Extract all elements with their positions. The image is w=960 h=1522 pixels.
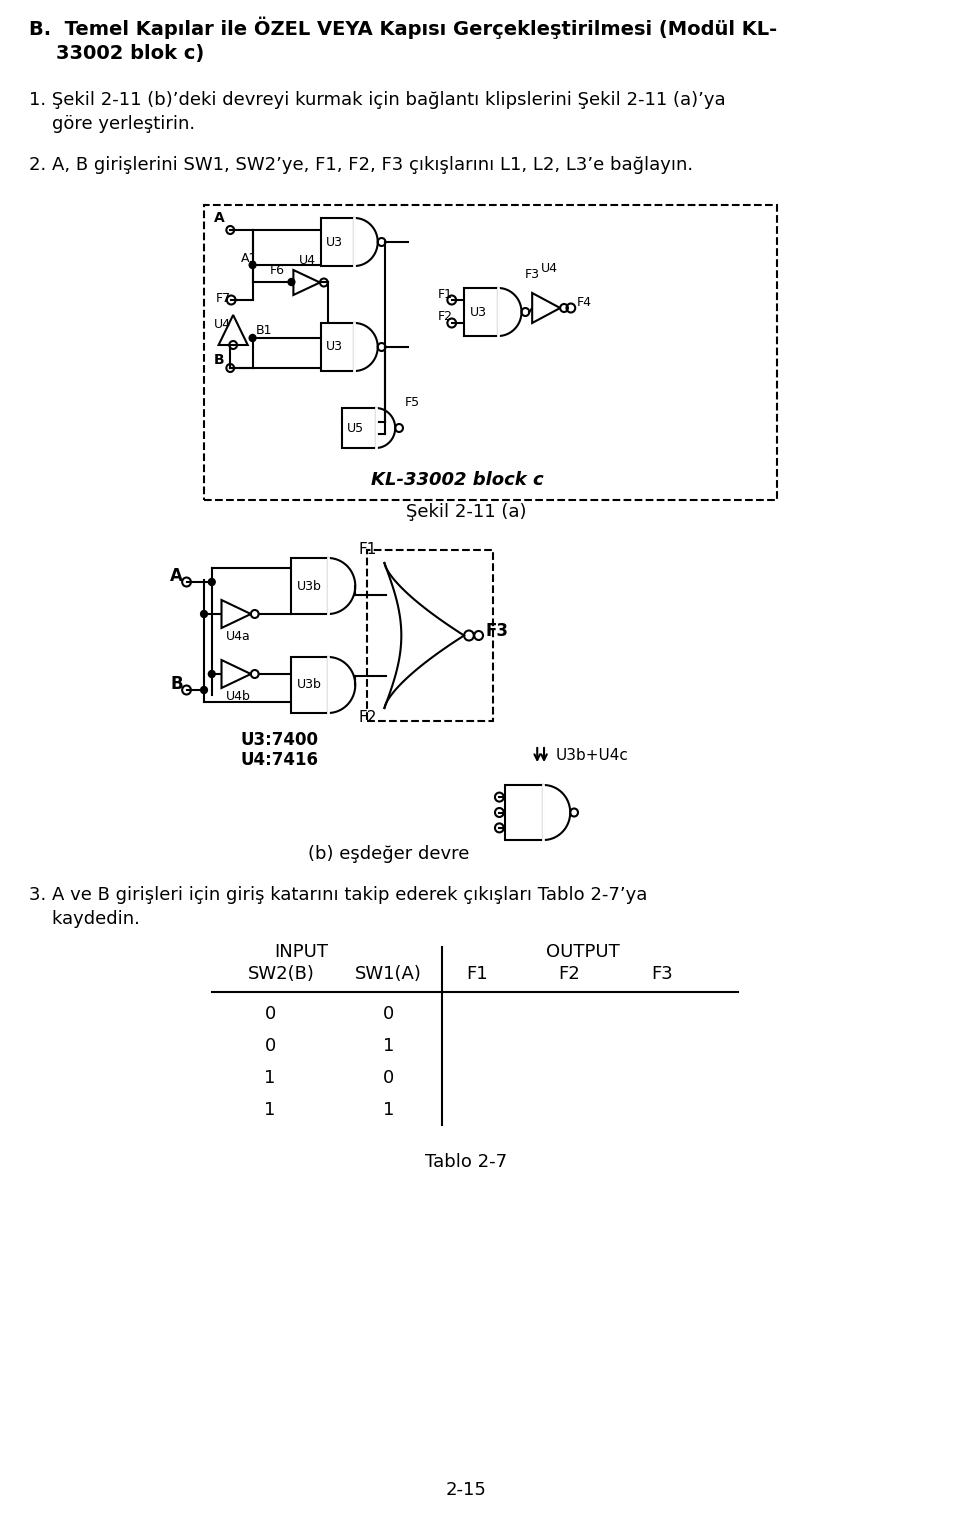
Bar	[465, 288, 498, 336]
Text: F3: F3	[651, 965, 673, 983]
Text: A: A	[214, 212, 225, 225]
Text: 0: 0	[264, 1006, 276, 1023]
Text: 2. A, B girişlerini SW1, SW2’ye, F1, F2, F3 çıkışlarını L1, L2, L3’e bağlayın.: 2. A, B girişlerini SW1, SW2’ye, F1, F2,…	[29, 155, 693, 174]
Text: U3: U3	[469, 306, 487, 318]
Text: U3: U3	[325, 236, 343, 248]
Circle shape	[250, 262, 256, 268]
Bar	[321, 323, 354, 371]
Text: A1: A1	[241, 251, 257, 265]
Text: F6: F6	[270, 263, 285, 277]
Polygon shape	[384, 563, 464, 708]
Text: F2: F2	[559, 965, 581, 983]
Text: Tablo 2-7: Tablo 2-7	[425, 1154, 508, 1170]
Text: kaydedin.: kaydedin.	[29, 910, 140, 928]
Text: F1: F1	[467, 965, 488, 983]
Polygon shape	[294, 269, 320, 295]
Text: INPUT: INPUT	[275, 944, 328, 960]
Bar	[505, 785, 543, 840]
Text: göre yerleştirin.: göre yerleştirin.	[29, 116, 195, 132]
Text: OUTPUT: OUTPUT	[546, 944, 620, 960]
Text: U4: U4	[214, 318, 230, 332]
Text: 1: 1	[383, 1102, 395, 1119]
Text: F4: F4	[577, 297, 591, 309]
Text: 33002 blok c): 33002 blok c)	[29, 44, 204, 64]
Text: B: B	[214, 353, 225, 367]
Circle shape	[201, 610, 207, 618]
Text: B1: B1	[255, 324, 272, 336]
Text: U5: U5	[347, 422, 364, 434]
Text: 0: 0	[383, 1006, 395, 1023]
Text: 0: 0	[383, 1070, 395, 1087]
Text: 0: 0	[264, 1038, 276, 1055]
Text: F1: F1	[358, 542, 376, 557]
Bar	[204, 205, 778, 501]
Circle shape	[208, 578, 215, 586]
Bar	[292, 559, 328, 613]
Text: 1: 1	[264, 1102, 276, 1119]
Text: 1: 1	[383, 1038, 395, 1055]
Text: U4a: U4a	[226, 630, 251, 642]
Bar	[292, 658, 328, 712]
Text: U4b: U4b	[226, 689, 251, 703]
Text: (b) eşdeğer devre: (b) eşdeğer devre	[308, 845, 469, 863]
Text: F1: F1	[438, 288, 453, 300]
Text: U3:7400: U3:7400	[241, 731, 319, 749]
Polygon shape	[219, 315, 248, 345]
Text: B: B	[170, 674, 182, 693]
Circle shape	[288, 279, 295, 286]
Circle shape	[250, 335, 256, 341]
Text: 2-15: 2-15	[445, 1481, 487, 1499]
Circle shape	[201, 686, 207, 694]
Text: U3: U3	[325, 341, 343, 353]
Text: Şekil 2-11 (a): Şekil 2-11 (a)	[406, 502, 527, 521]
Text: SW2(B): SW2(B)	[248, 965, 315, 983]
Text: F5: F5	[405, 397, 420, 409]
Text: U3b: U3b	[297, 580, 322, 592]
Text: U4: U4	[300, 254, 316, 266]
Polygon shape	[222, 600, 251, 629]
Text: U4: U4	[540, 262, 558, 274]
Text: F2: F2	[438, 310, 453, 324]
Text: A: A	[170, 568, 183, 584]
Text: SW1(A): SW1(A)	[354, 965, 421, 983]
Text: F3: F3	[486, 621, 509, 639]
Text: F7: F7	[216, 292, 230, 304]
Circle shape	[208, 671, 215, 677]
Bar	[342, 408, 375, 447]
Text: B.  Temel Kapılar ile ÖZEL VEYA Kapısı Gerçekleştirilmesi (Modül KL-: B. Temel Kapılar ile ÖZEL VEYA Kapısı Ge…	[29, 17, 778, 40]
Text: F3: F3	[524, 268, 540, 282]
Text: 3. A ve B girişleri için giriş katarını takip ederek çıkışları Tablo 2-7’ya: 3. A ve B girişleri için giriş katarını …	[29, 886, 647, 904]
Text: U3b: U3b	[297, 679, 322, 691]
Polygon shape	[532, 294, 560, 323]
Text: 1: 1	[264, 1070, 276, 1087]
Text: 1. Şekil 2-11 (b)’deki devreyi kurmak için bağlantı klipslerini Şekil 2-11 (a)’y: 1. Şekil 2-11 (b)’deki devreyi kurmak iç…	[29, 91, 726, 110]
Text: F2: F2	[358, 711, 376, 726]
Bar	[367, 549, 493, 721]
Text: KL-33002 block c: KL-33002 block c	[372, 470, 544, 489]
Bar	[321, 218, 354, 266]
Text: U4:7416: U4:7416	[241, 750, 319, 769]
Polygon shape	[222, 661, 251, 688]
Text: U3b+U4c: U3b+U4c	[556, 749, 629, 764]
